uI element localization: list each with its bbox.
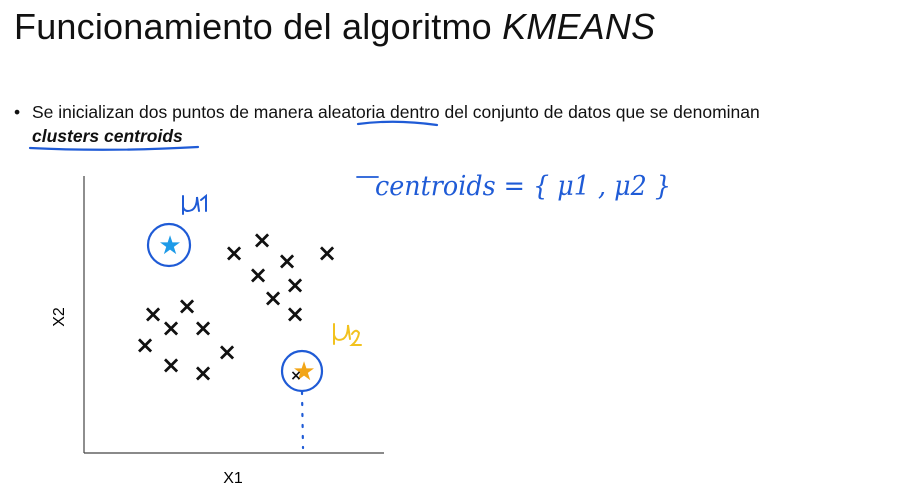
title-main: Funcionamiento del algoritmo [14, 6, 503, 47]
data-point: × [224, 239, 244, 267]
title-emph: KMEANS [502, 6, 656, 47]
bullet-line-2: clusters centroids [32, 126, 183, 146]
data-point-under-star: × [290, 368, 302, 384]
data-point: × [161, 314, 181, 342]
data-point: × [161, 351, 181, 379]
bullet-text-c: dentro del conjunto de datos que se deno… [385, 102, 760, 122]
handwritten-centroids: centroids = { μ1 , μ2 } [375, 171, 671, 202]
data-point: × [277, 247, 297, 275]
mu2-subscript-icon [349, 329, 362, 346]
bullet-text-a: Se inicializan dos puntos de manera [32, 102, 319, 122]
bullet-marker: • [14, 102, 21, 122]
data-point: × [263, 284, 283, 312]
centroid-1-circle [146, 222, 192, 268]
data-point: × [248, 261, 268, 289]
data-point: × [285, 300, 305, 328]
underline-clusters-centroids [28, 145, 200, 151]
x-axis-label: X1 [223, 470, 243, 487]
bullet-line-1: Se inicializan dos puntos de manera alea… [32, 100, 760, 124]
mu2-handwritten-icon [333, 323, 351, 345]
data-point: × [217, 338, 237, 366]
underline-aleatoria [356, 120, 439, 127]
y-axis-label: X2 [51, 307, 68, 327]
centroid-2-star: ★ [292, 357, 315, 387]
data-point: × [285, 271, 305, 299]
data-point: × [143, 300, 163, 328]
mu1-subscript-icon [200, 193, 207, 212]
slide-title: Funcionamiento del algoritmo KMEANS [14, 6, 655, 48]
centroid-1-star: ★ [158, 231, 181, 261]
bullet-text-highlight: aleatoria [318, 102, 386, 122]
data-point: × [317, 239, 337, 267]
centroid-2-trail [300, 390, 305, 450]
data-point: × [252, 226, 272, 254]
data-point: × [177, 292, 197, 320]
data-point: × [193, 359, 213, 387]
data-point: × [193, 314, 213, 342]
data-point: × [135, 331, 155, 359]
mu1-handwritten-icon [182, 195, 200, 215]
